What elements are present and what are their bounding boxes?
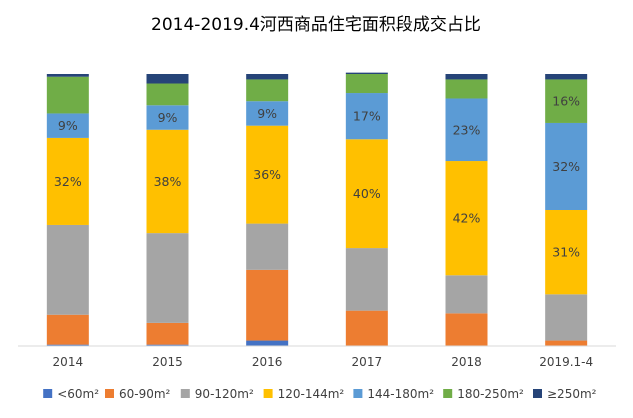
bar-segment-2017-120-144m: [345, 139, 388, 249]
bar-segment-2014-180-250m: [46, 76, 89, 114]
data-label-2016-120-144m: 36%: [253, 167, 281, 182]
legend-swatch: [353, 389, 363, 398]
bar-segment-2015-60-90m: [146, 322, 189, 345]
bar-segment-2018-90-120m: [445, 275, 488, 314]
x-tick-label: 2019.1-4: [539, 355, 593, 369]
x-tick-label: 2016: [252, 355, 283, 369]
data-label-2017-120-144m: 40%: [353, 186, 381, 201]
bars-group: 32% 38% 36% 40% 42% 31% 9% 9% 9% 17% 23% 32% 16%: [46, 72, 588, 346]
legend-swatch: [533, 389, 542, 398]
x-tick-label: 2018: [451, 355, 482, 369]
legend-label: 180-250m²: [457, 387, 524, 401]
bar-segment-2016-120-144m: [246, 125, 289, 224]
bar-segment-2015-90-120m: [146, 233, 189, 323]
bar-segment-2016-90-120m: [246, 223, 289, 270]
legend-item-120-144m: 120-144m²: [263, 387, 345, 401]
bar-segment-2014-250m: [46, 74, 89, 77]
legend-item-60m: <60m²: [43, 387, 99, 401]
bar-segment-2014-60m: [46, 344, 89, 346]
data-label-2015-120-144m: 38%: [154, 174, 182, 189]
x-tick-label: 2014: [53, 355, 84, 369]
legend-item-250m: ≥250m²: [533, 387, 597, 401]
bar-segment-2017-60-90m: [345, 310, 388, 346]
legend-item-90-120m: 90-120m²: [180, 387, 254, 401]
bar-segment-2017-90-120m: [345, 248, 388, 311]
bar-segment-2016-250m: [246, 74, 289, 80]
legend-label: 120-144m²: [278, 387, 345, 401]
data-label-2015-144-180m: 9%: [158, 110, 178, 125]
bar-segment-2016-60-90m: [246, 269, 289, 341]
legend-label: 90-120m²: [195, 387, 254, 401]
bar-segment-2015-250m: [146, 74, 189, 84]
data-label-2014-144-180m: 9%: [58, 118, 78, 133]
bar-segment-2018-144-180m: [445, 98, 488, 162]
bar-segment-2014-60-90m: [46, 314, 89, 345]
x-axis-ticks: 2014 2015 2016 2017 2018 2019.1-4: [53, 355, 594, 369]
legend-item-144-180m: 144-180m²: [353, 387, 434, 401]
bar-segment-2019-1-4-180-250m: [545, 79, 588, 123]
legend-label: 144-180m²: [367, 387, 434, 401]
bar-segment-2018-250m: [445, 74, 488, 80]
legend-label: 60-90m²: [119, 387, 171, 401]
data-label-2014-120-144m: 32%: [54, 174, 82, 189]
bar-segment-2019-1-4-60-90m: [545, 340, 588, 346]
bar-segment-2015-120-144m: [146, 129, 189, 234]
bar-segment-2016-60m: [246, 340, 289, 346]
legend-swatch: [443, 389, 453, 398]
legend-label: <60m²: [57, 387, 99, 401]
bar-segment-2017-180-250m: [345, 74, 388, 94]
legend-swatch: [105, 389, 114, 398]
bar-segment-2014-90-120m: [46, 224, 89, 315]
legend-item-180-250m: 180-250m²: [443, 387, 524, 401]
bar-segment-2015-60m: [146, 344, 189, 346]
bar-segment-2014-120-144m: [46, 137, 89, 225]
bar-segment-2018-180-250m: [445, 79, 488, 99]
legend-item-60-90m: 60-90m²: [105, 387, 171, 401]
chart-title: 2014-2019.4河西商品住宅面积段成交占比: [151, 15, 481, 35]
bar-segment-2015-144-180m: [146, 105, 189, 130]
legend: <60m² 60-90m² 90-120m² 120-144m² 144-180m² 18…: [43, 387, 597, 401]
data-label-2019-1-4-144-180m: 32%: [552, 159, 580, 174]
bar-segment-2019-1-4-120-144m: [545, 210, 588, 295]
bar-segment-2019-1-4-144-180m: [545, 122, 588, 210]
data-label-2017-144-180m: 17%: [353, 109, 381, 124]
bar-segment-2017-250m: [345, 72, 388, 74]
data-label-2019-1-4-120-144m: 31%: [552, 245, 580, 260]
x-tick-label: 2015: [152, 355, 183, 369]
bar-segment-2018-120-144m: [445, 161, 488, 276]
bar-segment-2015-180-250m: [146, 83, 189, 106]
bar-segment-2016-180-250m: [246, 79, 289, 102]
data-label-2018-120-144m: 42%: [453, 211, 481, 226]
bar-segment-2016-144-180m: [246, 101, 289, 126]
x-tick-label: 2017: [352, 355, 383, 369]
legend-swatch: [263, 389, 273, 398]
bar-segment-2019-1-4-90-120m: [545, 294, 588, 341]
bar-segment-2018-60-90m: [445, 313, 488, 346]
legend-swatch: [180, 389, 190, 398]
data-label-2016-144-180m: 9%: [257, 106, 277, 121]
legend-swatch: [43, 389, 53, 398]
legend-label: ≥250m²: [547, 387, 597, 401]
bar-segment-2014-144-180m: [46, 113, 89, 138]
data-label-2018-144-180m: 23%: [453, 122, 481, 137]
bar-segment-2019-1-4-250m: [545, 74, 588, 80]
data-label-2019-1-4-180-250m: 16%: [552, 94, 580, 109]
bar-segment-2017-144-180m: [345, 93, 388, 140]
